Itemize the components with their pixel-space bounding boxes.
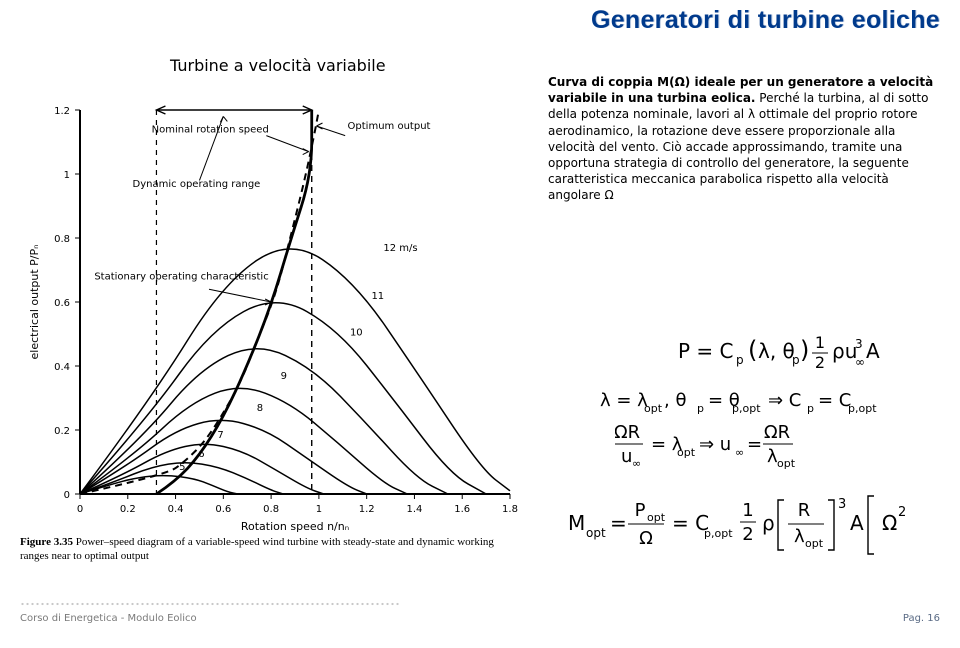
svg-text:0: 0 [77,504,83,515]
svg-text:0.8: 0.8 [54,234,70,245]
svg-text:Nominal rotation speed: Nominal rotation speed [152,124,269,135]
svg-text:Ω: Ω [882,511,897,535]
svg-text:9: 9 [281,371,287,382]
equation-2: λ = λ opt , θ p = θ p,opt ⇒ C p = C p,op… [600,384,930,423]
svg-text:P = C: P = C [678,339,734,363]
svg-text:p: p [792,353,800,367]
equation-1: P = C p ( λ, θ p ) 1 2 ρu 3 ∞ A [678,328,908,380]
footer-divider [20,602,400,606]
svg-text:p,opt: p,opt [732,402,761,415]
svg-text:opt: opt [805,537,824,550]
svg-text:∞: ∞ [632,457,641,470]
svg-text:, θ: , θ [664,390,686,411]
svg-text:λ = λ: λ = λ [600,390,648,411]
svg-text:0.6: 0.6 [215,504,231,515]
svg-text:=: = [747,434,762,455]
svg-text:∞: ∞ [735,446,744,459]
svg-text:Dynamic operating range: Dynamic operating range [133,179,261,190]
svg-text:): ) [800,336,809,364]
svg-text:Rotation speed n/nₙ: Rotation speed n/nₙ [241,520,349,533]
page-subtitle: Turbine a velocità variabile [170,56,386,75]
svg-text:∞: ∞ [855,355,865,369]
svg-text:0.4: 0.4 [168,504,184,515]
svg-text:0.2: 0.2 [54,426,70,437]
svg-text:opt: opt [777,457,796,470]
page: Generatori di turbine eoliche Turbine a … [0,0,960,648]
svg-text:opt: opt [586,526,606,540]
caption-text: Power–speed diagram of a variable-speed … [20,536,494,562]
svg-text:1: 1 [316,504,322,515]
svg-text:ΩR: ΩR [615,422,640,443]
svg-text:0.2: 0.2 [120,504,136,515]
svg-text:3: 3 [855,337,863,351]
svg-text:= C: = C [818,390,851,411]
svg-text:2: 2 [898,505,906,520]
svg-text:A: A [866,339,880,363]
svg-text:⇒ C: ⇒ C [768,390,801,411]
svg-text:p: p [736,353,744,367]
svg-text:1.4: 1.4 [406,504,422,515]
svg-text:0.8: 0.8 [263,504,279,515]
svg-text:0.6: 0.6 [54,298,70,309]
svg-text:2: 2 [742,524,753,545]
svg-text:M: M [568,511,585,535]
svg-text:electrical output P/Pₙ: electrical output P/Pₙ [28,244,41,359]
svg-text:12 m/s: 12 m/s [383,243,417,254]
rhs-rest: Perché la turbina, al di sotto della pot… [548,91,928,202]
svg-text:10: 10 [350,328,363,339]
svg-text:1: 1 [815,333,825,352]
svg-text:p: p [697,402,704,415]
svg-text:λ: λ [794,526,805,547]
svg-text:ρu: ρu [832,339,857,363]
figure-caption: Figure 3.35 Power–speed diagram of a var… [20,536,520,564]
svg-text:1.2: 1.2 [359,504,375,515]
explanatory-text: Curva di coppia M(Ω) ideale per un gener… [548,74,938,204]
svg-text:1: 1 [64,170,70,181]
svg-text:8: 8 [257,403,263,414]
svg-text:u: u [621,446,632,467]
footer-left: Corso di Energetica - Modulo Eolico [20,613,197,624]
svg-text:=: = [610,511,627,535]
equation-3: ΩR u ∞ = λ opt ⇒ u ∞ = ΩR λ opt [615,420,865,475]
svg-text:3: 3 [838,497,846,512]
svg-text:11: 11 [371,291,384,302]
svg-text:(: ( [748,336,757,364]
svg-text:1.8: 1.8 [502,504,518,515]
svg-text:1.2: 1.2 [54,106,70,117]
svg-text:opt: opt [677,446,696,459]
svg-text:Optimum output: Optimum output [348,121,431,132]
svg-text:p: p [807,402,814,415]
svg-text:P: P [635,500,646,521]
svg-text:0: 0 [64,490,70,501]
svg-text:7: 7 [217,430,223,441]
svg-text:ρ: ρ [762,511,775,535]
power-speed-chart: 0 0.2 0.4 0.6 0.8 1 1.2 1.4 1.6 1.8 0 0.2 0.4 0.6 0.8 1… [20,96,520,540]
caption-lead: Figure 3.35 [20,536,73,548]
svg-text:p,opt: p,opt [704,527,733,540]
svg-text:opt: opt [644,402,663,415]
page-title: Generatori di turbine eoliche [591,6,940,35]
svg-text:1.6: 1.6 [454,504,470,515]
svg-text:opt: opt [647,511,666,524]
svg-text:Stationary operating character: Stationary operating characteristic [94,272,268,283]
footer-right: Pag. 16 [903,613,940,624]
svg-text:Ω: Ω [639,528,653,549]
svg-text:A: A [850,511,864,535]
svg-text:R: R [798,500,811,521]
svg-text:λ, θ: λ, θ [758,339,795,363]
svg-text:p,opt: p,opt [848,402,877,415]
equation-4: M opt = P opt Ω = C p,opt 1 2 ρ R λ opt … [568,494,938,561]
svg-text:0.4: 0.4 [54,362,70,373]
svg-text:2: 2 [815,353,825,372]
svg-text:1: 1 [742,500,753,521]
svg-text:⇒ u: ⇒ u [699,434,731,455]
svg-text:ΩR: ΩR [764,422,790,443]
